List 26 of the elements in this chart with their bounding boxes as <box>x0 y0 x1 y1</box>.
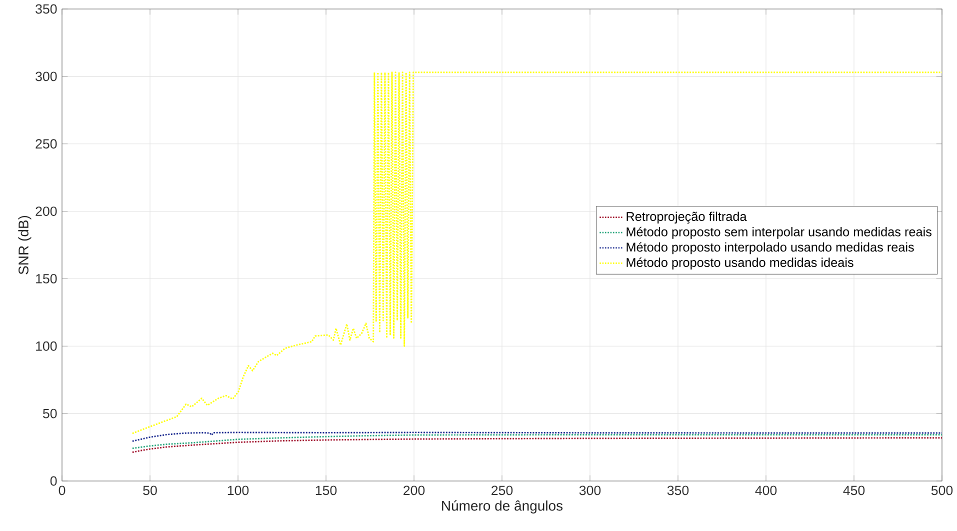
x-tick-label: 200 <box>404 486 425 496</box>
y-tick-label: 50 <box>43 408 57 418</box>
y-tick-label: 0 <box>50 476 57 486</box>
y-tick-label: 350 <box>36 4 57 14</box>
x-tick-label: 250 <box>492 486 513 496</box>
y-tick-label: 300 <box>36 72 57 82</box>
x-tick-label: 50 <box>143 486 157 496</box>
line-series <box>132 437 942 453</box>
y-tick-label: 250 <box>36 139 57 149</box>
x-tick-label: 450 <box>843 486 865 496</box>
y-tick-label: 150 <box>36 274 57 284</box>
x-tick-label: 0 <box>58 486 66 496</box>
x-tick-label: 350 <box>667 486 689 496</box>
y-tick-label: 200 <box>36 206 57 216</box>
legend-label: Método proposto sem interpolar usando medidas reais <box>626 226 932 239</box>
y-tick-label: 100 <box>36 341 57 351</box>
x-axis-title: Número de ângulos <box>442 500 563 514</box>
legend-label: Método proposto usando medidas ideais <box>626 258 854 270</box>
legend-label: Método proposto interpolado usando medidas reais <box>626 242 914 254</box>
y-axis-title: SNR (dB) <box>18 216 32 274</box>
legend-label: Retroprojeção filtrada <box>626 212 747 224</box>
x-tick-label: 150 <box>316 486 337 496</box>
x-tick-label: 100 <box>228 486 249 496</box>
x-tick-label: 400 <box>755 486 777 496</box>
x-tick-label: 500 <box>931 486 953 496</box>
x-tick-label: 300 <box>579 486 601 496</box>
